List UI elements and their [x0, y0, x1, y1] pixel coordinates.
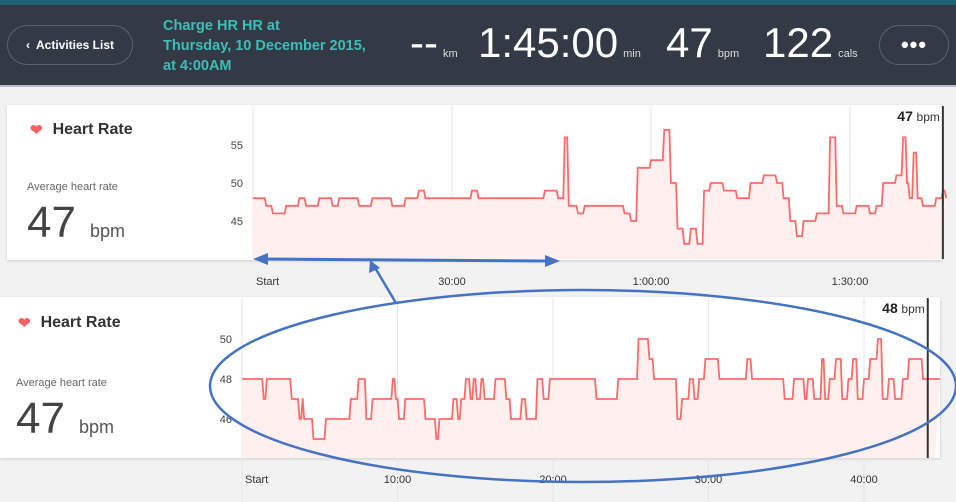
- annotation-arrow-line: [261, 257, 551, 263]
- title-line: Thursday, 10 December 2015,: [163, 38, 366, 54]
- y-tick-label: 55: [231, 140, 243, 152]
- y-tick-label: 48: [220, 374, 232, 386]
- y-tick-label: 50: [231, 178, 243, 190]
- more-options-button[interactable]: •••: [879, 25, 949, 65]
- activities-list-button[interactable]: ‹ Activities List: [7, 25, 133, 65]
- annotation-pointer-head: [369, 260, 380, 273]
- stat-distance: -- km: [410, 19, 458, 66]
- heart-icon: ❤: [18, 315, 31, 332]
- heart-icon: ❤: [30, 122, 43, 139]
- stat-heart-rate: 47 bpm: [666, 19, 740, 66]
- x-tick-label: 40:00: [850, 474, 878, 486]
- annotation-arrow-head-left: [253, 253, 268, 265]
- activity-header: ‹ Activities List Charge HR HR at Thursd…: [0, 5, 956, 85]
- x-tick-label: 1:30:00: [832, 276, 869, 288]
- stat-duration: 1:45:00 min: [478, 19, 641, 66]
- activity-title: Charge HR HR at Thursday, 10 December 20…: [163, 16, 403, 76]
- top-accent-stripe: [0, 0, 956, 5]
- heart-rate-line: [242, 338, 941, 440]
- annotation-pointer-line: [372, 265, 398, 304]
- stat-calories: 122 cals: [763, 19, 858, 66]
- header-divider: [0, 85, 956, 87]
- annotation-arrow-head-right: [545, 255, 560, 267]
- cursor-value: 48: [882, 300, 898, 316]
- avg-label: Average heart rate: [27, 181, 118, 193]
- x-tick-label: Start: [256, 276, 279, 288]
- x-tick-label: 1:00:00: [633, 276, 670, 288]
- x-tick-label: 30:00: [438, 276, 466, 288]
- y-tick-label: 50: [220, 334, 232, 346]
- heart-rate-line: [253, 128, 948, 245]
- back-label: Activities List: [35, 38, 115, 52]
- avg-value: 47 bpm: [27, 198, 125, 247]
- heart-rate-area: [242, 339, 941, 458]
- y-tick-label: 45: [231, 216, 243, 228]
- card-title: ❤ Heart Rate: [18, 314, 121, 332]
- avg-value: 47 bpm: [16, 394, 114, 443]
- heart-rate-area: [253, 129, 947, 259]
- title-line: Charge HR HR at: [163, 18, 280, 34]
- chevron-left-icon: ‹: [25, 38, 30, 52]
- cursor-unit: bpm: [901, 302, 924, 316]
- x-tick-label: 10:00: [384, 474, 412, 486]
- card-title: ❤ Heart Rate: [30, 121, 133, 139]
- annotation-ellipse: [208, 288, 956, 484]
- cursor-unit: bpm: [917, 110, 940, 124]
- title-line: at 4:00AM: [163, 58, 232, 74]
- cursor-value: 47: [897, 108, 913, 124]
- x-tick-label: Start: [245, 474, 268, 486]
- avg-label: Average heart rate: [16, 377, 107, 389]
- x-tick-label: 20:00: [539, 474, 567, 486]
